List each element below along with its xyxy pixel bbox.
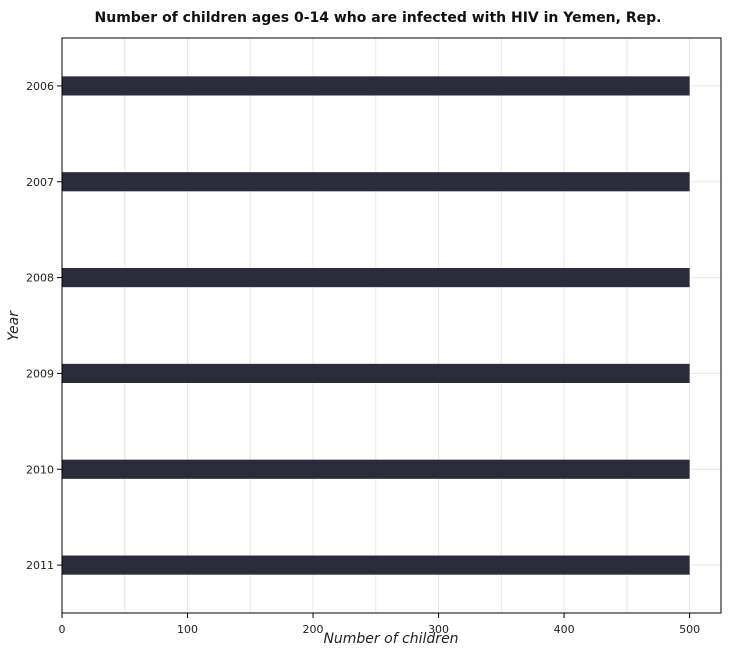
- chart-title: Number of children ages 0-14 who are inf…: [95, 10, 662, 26]
- x-tick-label: 400: [554, 623, 575, 636]
- bar-2010: [62, 459, 690, 479]
- y-tick-label: 2008: [26, 272, 54, 285]
- plot-frame: [61, 37, 722, 614]
- y-tick-label: 2009: [26, 367, 54, 380]
- y-ticks: 2006 2007 2008 2009 2010 2011: [26, 80, 62, 572]
- bar-2011: [62, 555, 690, 575]
- x-tick-label: 100: [177, 623, 198, 636]
- bar-2009: [62, 363, 690, 383]
- y-tick-label: 2010: [26, 463, 54, 476]
- x-tick-label: 500: [679, 623, 700, 636]
- x-tick-label: 0: [59, 623, 66, 636]
- grid-lines: [61, 38, 721, 613]
- x-axis-label: Number of children: [323, 631, 458, 647]
- y-tick-label: 2007: [26, 176, 54, 189]
- y-tick-label: 2006: [26, 80, 54, 93]
- bar-2006: [62, 76, 690, 96]
- x-ticks: 0 100 200 300 400 500: [59, 613, 700, 636]
- bar-2007: [62, 172, 690, 192]
- x-tick-label: 200: [303, 623, 324, 636]
- y-axis-label: Year: [6, 310, 22, 341]
- x-tick-label: 300: [428, 623, 449, 636]
- bar-2008: [62, 268, 690, 288]
- y-tick-label: 2011: [26, 559, 54, 572]
- bars: [62, 76, 690, 575]
